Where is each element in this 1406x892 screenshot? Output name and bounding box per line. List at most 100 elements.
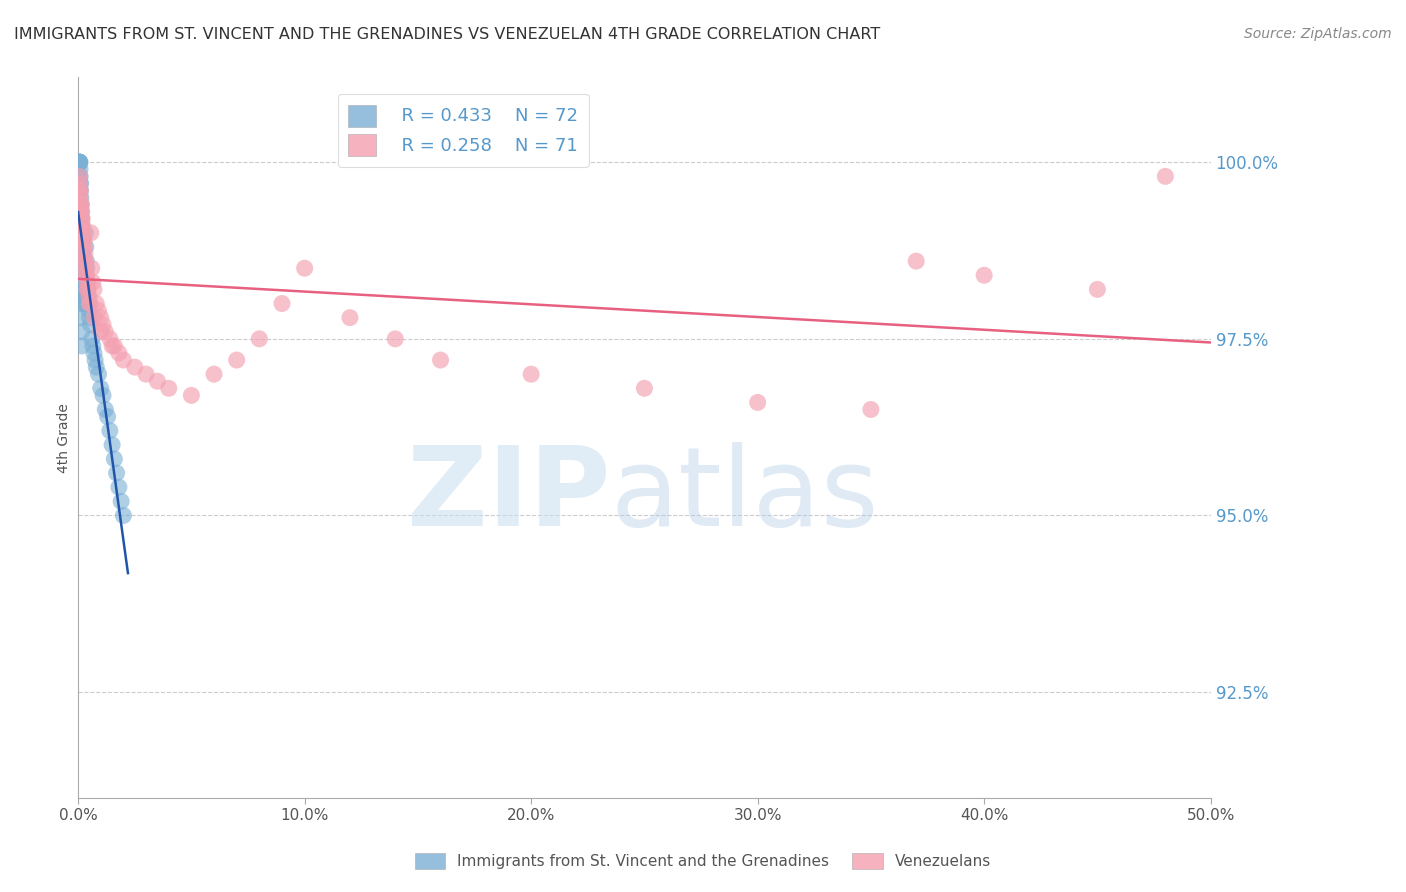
Point bbox=[90, 381, 112, 395]
Point bbox=[69, 197, 91, 211]
Point bbox=[87, 367, 110, 381]
Point bbox=[103, 452, 125, 467]
Point bbox=[70, 211, 93, 226]
Point bbox=[67, 155, 90, 169]
Point bbox=[72, 254, 94, 268]
Point bbox=[84, 353, 107, 368]
Point bbox=[108, 346, 131, 360]
Point bbox=[73, 254, 96, 268]
Point bbox=[70, 204, 93, 219]
Point bbox=[247, 332, 270, 346]
Point bbox=[90, 325, 112, 339]
Point bbox=[146, 374, 169, 388]
Point bbox=[87, 303, 110, 318]
Point bbox=[75, 254, 97, 268]
Point bbox=[105, 466, 128, 480]
Point bbox=[69, 190, 91, 204]
Point bbox=[72, 268, 94, 283]
Point bbox=[69, 177, 91, 191]
Point bbox=[101, 438, 124, 452]
Point bbox=[135, 367, 157, 381]
Point bbox=[70, 204, 93, 219]
Point bbox=[98, 332, 121, 346]
Point bbox=[69, 155, 91, 169]
Point bbox=[76, 282, 98, 296]
Point bbox=[77, 296, 100, 310]
Point bbox=[69, 162, 91, 177]
Point bbox=[69, 155, 91, 169]
Point bbox=[72, 240, 94, 254]
Point bbox=[76, 268, 98, 283]
Point bbox=[103, 339, 125, 353]
Y-axis label: 4th Grade: 4th Grade bbox=[58, 403, 72, 473]
Point bbox=[69, 240, 91, 254]
Point bbox=[76, 276, 98, 290]
Point bbox=[72, 240, 94, 254]
Point bbox=[69, 177, 91, 191]
Text: Source: ZipAtlas.com: Source: ZipAtlas.com bbox=[1244, 27, 1392, 41]
Point bbox=[69, 177, 91, 191]
Point bbox=[180, 388, 202, 402]
Point bbox=[79, 310, 101, 325]
Point bbox=[84, 360, 107, 375]
Point bbox=[73, 276, 96, 290]
Point bbox=[70, 226, 93, 240]
Point bbox=[384, 332, 406, 346]
Text: ZIP: ZIP bbox=[408, 442, 610, 549]
Point bbox=[67, 169, 90, 184]
Point bbox=[72, 247, 94, 261]
Point bbox=[82, 339, 104, 353]
Point bbox=[70, 219, 93, 233]
Point bbox=[1087, 282, 1109, 296]
Point bbox=[859, 402, 882, 417]
Point bbox=[70, 197, 93, 211]
Point bbox=[73, 233, 96, 247]
Point bbox=[80, 226, 103, 240]
Point bbox=[69, 211, 91, 226]
Point bbox=[80, 332, 103, 346]
Point bbox=[70, 325, 93, 339]
Point bbox=[72, 261, 94, 276]
Point bbox=[83, 310, 105, 325]
Point bbox=[70, 233, 93, 247]
Legend: Immigrants from St. Vincent and the Grenadines, Venezuelans: Immigrants from St. Vincent and the Gren… bbox=[409, 847, 997, 875]
Point bbox=[67, 155, 90, 169]
Point bbox=[72, 233, 94, 247]
Point bbox=[69, 268, 91, 283]
Point bbox=[73, 296, 96, 310]
Point bbox=[520, 367, 543, 381]
Point bbox=[67, 155, 90, 169]
Point bbox=[73, 268, 96, 283]
Point bbox=[69, 169, 91, 184]
Point bbox=[91, 388, 114, 402]
Point bbox=[69, 184, 91, 198]
Point bbox=[157, 381, 180, 395]
Point bbox=[973, 268, 995, 283]
Point bbox=[77, 289, 100, 303]
Point bbox=[98, 424, 121, 438]
Point bbox=[905, 254, 928, 268]
Point bbox=[69, 184, 91, 198]
Point bbox=[75, 240, 97, 254]
Point bbox=[79, 296, 101, 310]
Point bbox=[72, 261, 94, 276]
Point bbox=[67, 155, 90, 169]
Point bbox=[101, 339, 124, 353]
Point bbox=[69, 184, 91, 198]
Point bbox=[75, 254, 97, 268]
Point bbox=[339, 310, 361, 325]
Point bbox=[94, 325, 117, 339]
Point bbox=[82, 276, 104, 290]
Point bbox=[124, 360, 146, 375]
Point bbox=[77, 289, 100, 303]
Point bbox=[77, 282, 100, 296]
Legend:   R = 0.433    N = 72,   R = 0.258    N = 71: R = 0.433 N = 72, R = 0.258 N = 71 bbox=[337, 94, 589, 167]
Point bbox=[76, 261, 98, 276]
Point bbox=[73, 289, 96, 303]
Point bbox=[73, 282, 96, 296]
Point bbox=[429, 353, 451, 368]
Point bbox=[73, 247, 96, 261]
Point bbox=[79, 318, 101, 332]
Point bbox=[70, 197, 93, 211]
Point bbox=[202, 367, 225, 381]
